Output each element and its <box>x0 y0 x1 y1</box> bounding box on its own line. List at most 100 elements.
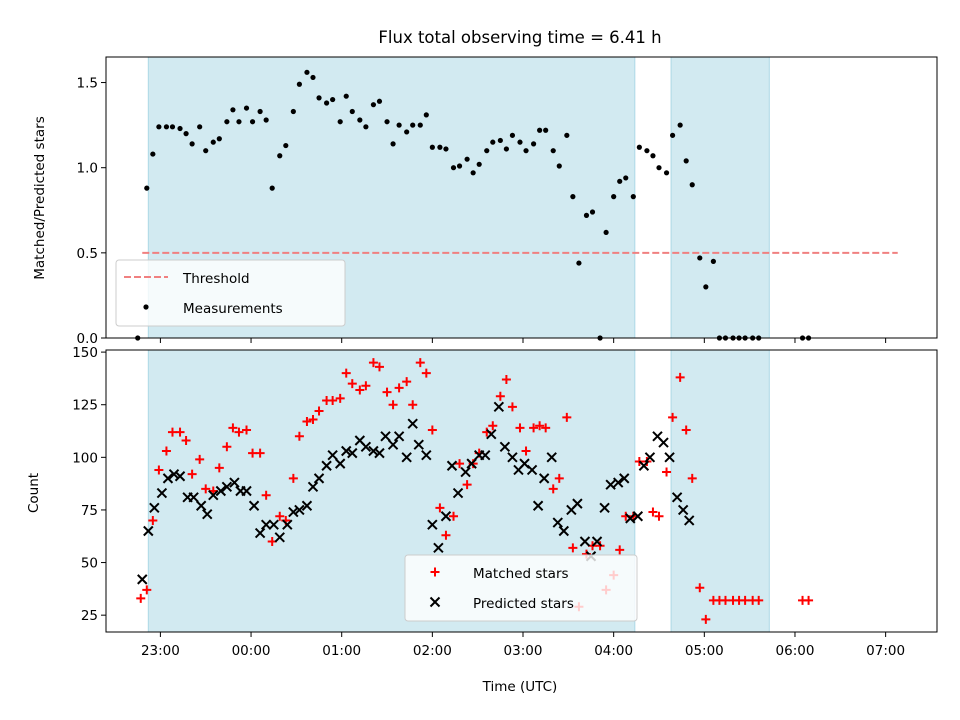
ylabel-count: Count <box>26 473 42 513</box>
ratio-panel: 0.0 0.5 1.0 1.5 Threshold Measurements <box>77 56 938 347</box>
matched-star-point <box>568 543 578 553</box>
matched-star-point <box>368 358 378 368</box>
legend-predicted-label: Predicted stars <box>473 596 574 612</box>
predicted-star-point <box>260 519 272 530</box>
matched-star-point <box>275 511 285 521</box>
count-shaded-interval <box>671 350 770 632</box>
matched-star-point <box>222 442 232 452</box>
predicted-star-point <box>174 471 186 482</box>
matched-star-point <box>361 381 371 391</box>
measurement-point <box>304 69 310 75</box>
measurement-point <box>523 148 529 154</box>
measurement-point <box>216 136 222 142</box>
measurement-point <box>376 98 383 104</box>
xtick-label: 05:00 <box>685 643 724 659</box>
predicted-star-point <box>188 492 199 503</box>
measurement-point <box>243 105 250 111</box>
predicted-star-point <box>407 418 418 429</box>
predicted-star-point <box>282 519 293 530</box>
measurement-point <box>263 117 269 123</box>
measurement-point <box>236 119 242 125</box>
measurement-point <box>644 148 650 154</box>
legend-measurements-swatch <box>143 304 149 310</box>
predicted-star-point <box>460 466 471 478</box>
measurement-point <box>224 119 230 125</box>
matched-star-point <box>347 379 357 389</box>
measurement-point <box>423 112 429 118</box>
predicted-star-point <box>664 452 675 463</box>
legend-predicted-swatch <box>429 596 441 608</box>
predicted-star-point <box>446 460 458 471</box>
matched-star-point <box>328 396 338 406</box>
measurement-point <box>156 124 162 130</box>
measurement-point <box>230 107 236 113</box>
measurement-point <box>537 127 543 133</box>
predicted-star-point <box>546 452 557 463</box>
predicted-star-point <box>658 437 669 448</box>
count-axes-frame <box>105 349 938 633</box>
matched-star-point <box>201 484 211 494</box>
xtick-label: 01:00 <box>322 643 361 659</box>
predicted-star-point <box>538 473 550 484</box>
measurement-point <box>337 119 343 125</box>
matched-star-point <box>294 431 304 441</box>
matched-star-point <box>468 459 478 469</box>
predicted-star-point <box>427 519 438 530</box>
measurement-point <box>570 194 576 200</box>
measurement-point <box>503 146 509 152</box>
count-ytick-label: 25 <box>81 608 98 624</box>
matched-star-point <box>142 585 152 595</box>
measurement-point <box>296 81 302 87</box>
measurement-point <box>163 124 170 130</box>
measurement-point <box>290 108 296 115</box>
measurement-point <box>429 144 435 150</box>
measurement-point <box>410 122 416 128</box>
matched-star-point <box>382 387 392 397</box>
matched-star-point <box>255 448 265 458</box>
matched-star-point <box>195 454 205 464</box>
predicted-star-point <box>248 500 260 511</box>
predicted-star-point <box>499 441 511 453</box>
measurement-point <box>683 158 689 164</box>
measurement-point <box>323 100 330 106</box>
matched-star-point <box>415 358 425 368</box>
predicted-star-point <box>143 525 154 537</box>
count-ytick-label: 150 <box>72 345 98 361</box>
count-ytick-label: 75 <box>81 503 98 519</box>
measurement-point <box>703 284 709 290</box>
measurement-point <box>656 165 662 171</box>
predicted-star-point <box>612 477 624 488</box>
predicted-star-point <box>401 452 412 463</box>
matched-star-point <box>394 383 404 393</box>
matched-star-point <box>488 421 498 431</box>
ratio-shaded-interval <box>671 57 770 338</box>
predicted-star-point <box>195 500 207 511</box>
predicted-star-point <box>493 401 505 413</box>
measurement-point <box>277 153 283 159</box>
matched-star-point <box>548 484 558 494</box>
predicted-star-point <box>605 479 616 490</box>
matched-star-point <box>515 423 525 433</box>
predicted-star-point <box>307 481 319 492</box>
predicted-star-point <box>254 527 266 539</box>
matched-star-point <box>314 406 324 416</box>
matched-star-point <box>701 614 711 624</box>
measurement-point <box>283 142 289 149</box>
measurement-point <box>203 148 209 154</box>
matched-star-point <box>154 465 164 475</box>
measurement-point <box>349 108 355 115</box>
measurement-point <box>623 175 629 181</box>
measurement-point <box>589 209 596 215</box>
predicted-star-point <box>684 515 695 526</box>
predicted-star-point <box>288 506 299 518</box>
measurement-point <box>710 258 716 264</box>
measurement-point <box>404 129 410 135</box>
matched-star-point <box>720 595 730 605</box>
predicted-star-point <box>625 513 636 524</box>
matched-star-point <box>355 385 365 395</box>
matched-star-point <box>214 463 224 473</box>
predicted-star-point <box>229 477 240 488</box>
measurement-point <box>564 132 570 138</box>
measurement-point <box>357 117 363 123</box>
matched-star-point <box>501 374 511 384</box>
